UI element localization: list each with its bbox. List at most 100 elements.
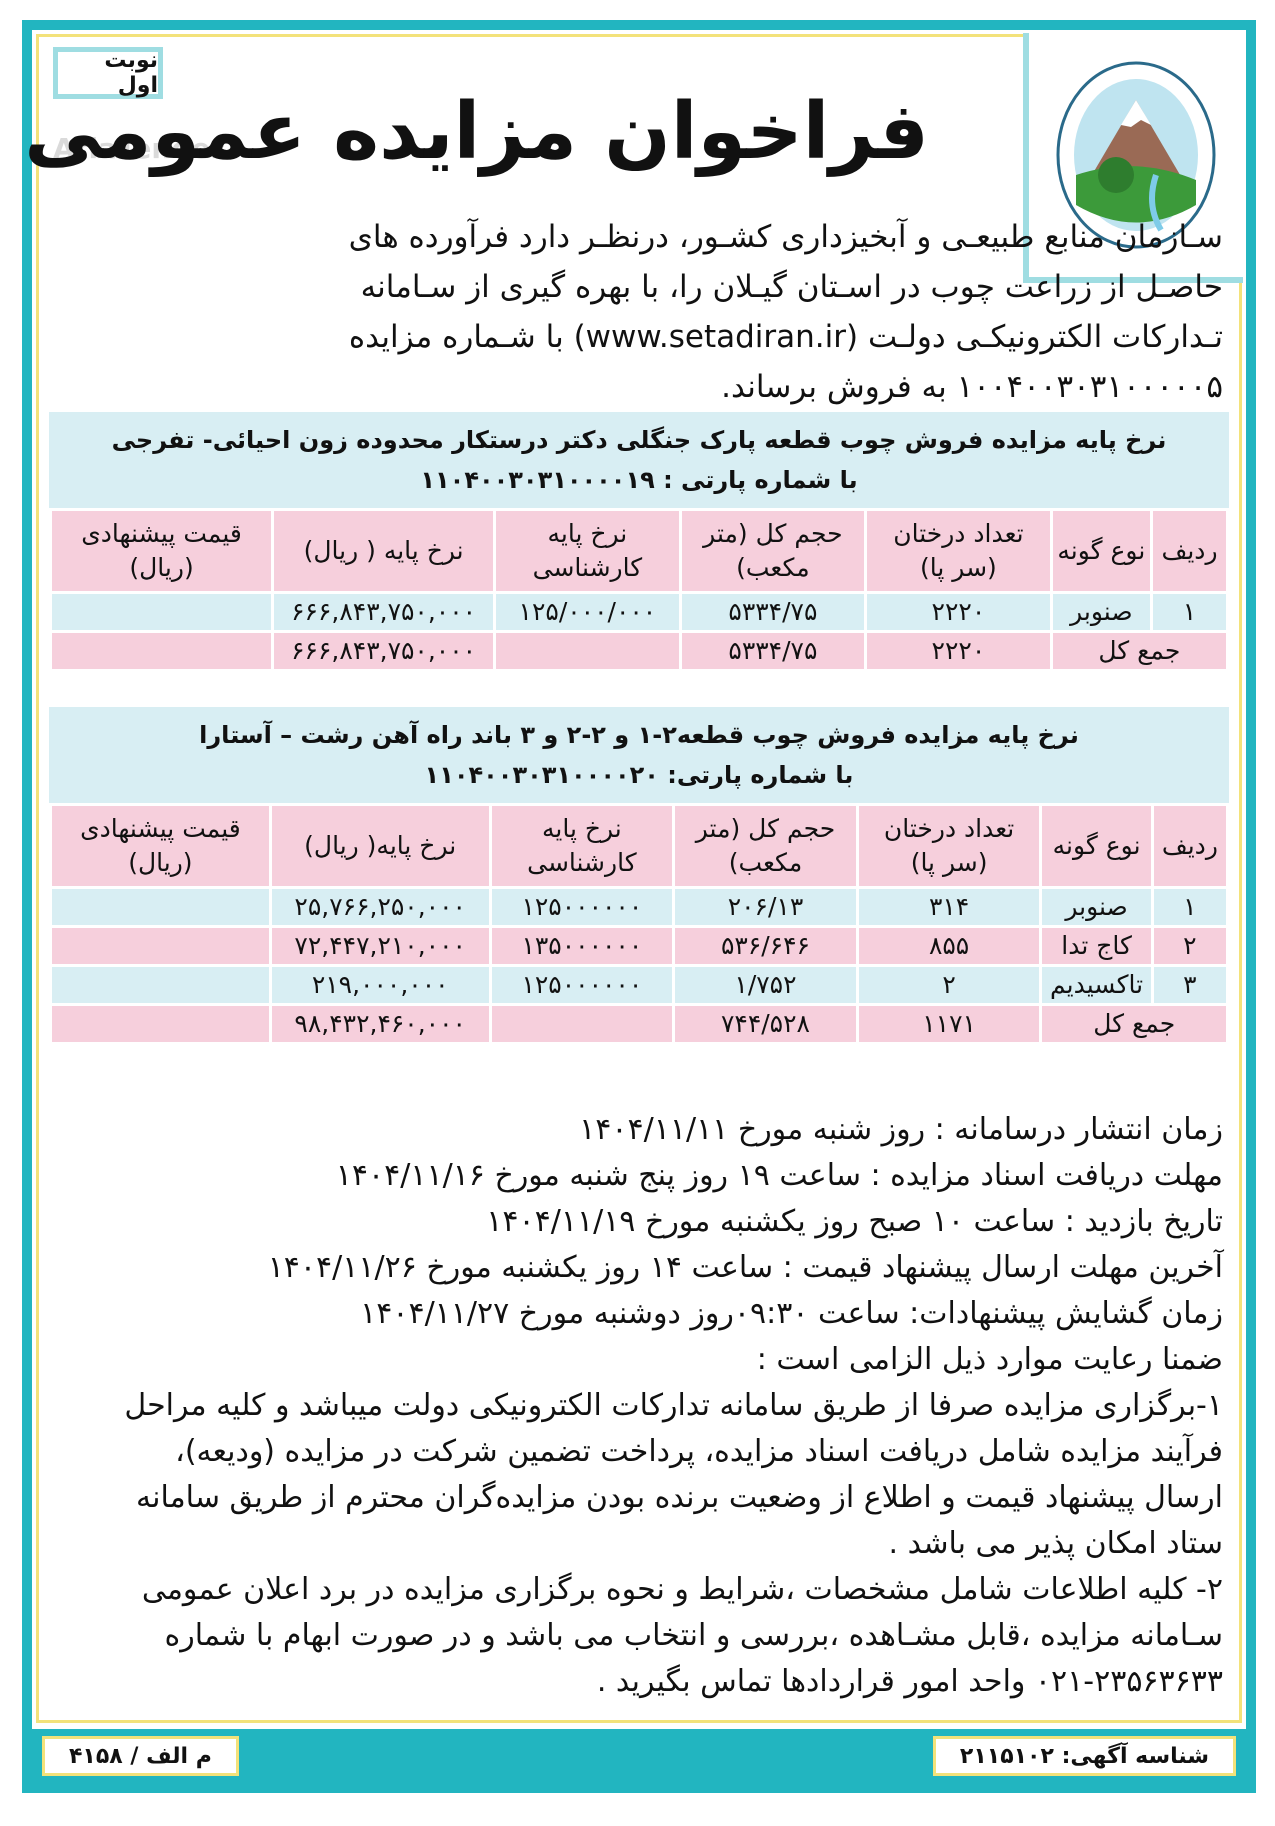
column-header: حجم کل (متر مکعب) [675,806,856,886]
info-line: تاریخ بازدید : ساعت ۱۰ صبح روز یکشنبه مو… [486,1204,1223,1239]
ad-id: شناسه آگهی: ۲۱۱۵۱۰۲ [932,1736,1236,1776]
cell: صنوبر [1052,594,1150,630]
cell: ۱۳۵۰۰۰۰۰۰ [491,928,673,964]
info-line: ارسال پیشنهاد قیمت و اطلاع از وضعیت برند… [136,1480,1223,1515]
total-volume: ۵۳۳۴/۷۵ [681,633,865,669]
info-line: آخرین مهلت ارسال پیشنهاد قیمت : ساعت ۱۴ … [267,1250,1223,1285]
cell [491,1006,673,1042]
schedule-and-terms: زمان انتشار درسامانه : روز شنبه مورخ ۱۴۰… [28,1107,1223,1705]
table-header-row: ردیف نوع گونه تعداد درختان (سر پا) حجم ک… [52,806,1226,886]
table-row: ۲ کاج تدا ۸۵۵ ۵۳۶/۶۴۶ ۱۳۵۰۰۰۰۰۰ ۷۲,۴۴۷,۲… [52,928,1226,964]
cell: ۲ [1153,928,1226,964]
column-header: نوع گونه [1042,806,1151,886]
cell: ۲۰۶/۱۳ [675,889,856,925]
info-line: ستاد امکان پذیر می باشد . [888,1526,1224,1561]
column-header: ردیف [1153,511,1226,591]
cell: تاکسیدیم [1042,967,1151,1003]
total-trees: ۱۱۷۱ [858,1006,1040,1042]
lot-table-1-heading: نرخ پایه مزایده فروش چوب قطعه پارک جنگلی… [49,412,1229,508]
table-row: ۳ تاکسیدیم ۲ ۱/۷۵۲ ۱۲۵۰۰۰۰۰۰ ۲۱۹,۰۰۰,۰۰۰ [52,967,1226,1003]
cell [496,633,679,669]
reference-code: م الف / ۴۱۵۸ [42,1736,239,1776]
cell [52,967,269,1003]
footer-band: م الف / ۴۱۵۸ شناسه آگهی: ۲۱۱۵۱۰۲ [32,1729,1246,1783]
cell: ۲۱۹,۰۰۰,۰۰۰ [271,967,489,1003]
cell [52,889,269,925]
cell [52,928,269,964]
column-header: قیمت پیشنهادی (ریال) [52,511,272,591]
cell: ۵۳۶/۶۴۶ [675,928,856,964]
column-header: تعداد درختان (سر پا) [867,511,1050,591]
total-base-price: ۹۸,۴۳۲,۴۶۰,۰۰۰ [271,1006,489,1042]
table-header-row: ردیف نوع گونه تعداد درختان (سر پا) حجم ک… [52,511,1226,591]
info-line: زمان انتشار درسامانه : روز شنبه مورخ ۱۴۰… [579,1112,1223,1147]
lot-table-2-title: نرخ پایه مزایده فروش چوب قطعه۲-۱ و ۲-۲ و… [199,721,1079,749]
advertisement-body: نوبت اول AriaTender فراخوان مزایده عمومی… [24,33,1243,1723]
intro-line: ۱۰۰۴۰۰۳۰۳۱۰۰۰۰۰۵ به فروش برساند. [721,369,1223,405]
info-line: ضمنا رعایت موارد ذیل الزامی است : [756,1342,1223,1377]
cell: ۲۵,۷۶۶,۲۵۰,۰۰۰ [271,889,489,925]
lot-table-2-subtitle: با شماره پارتی: ۱۱۰۴۰۰۳۰۳۱۰۰۰۰۲۰ [424,761,854,789]
lot-table-2-grid: ردیف نوع گونه تعداد درختان (سر پا) حجم ک… [49,803,1229,1045]
column-header: ردیف [1153,806,1226,886]
intro-line: تـدارکات الکترونیکـی دولـت (www.setadira… [348,319,1223,355]
info-line: فرآیند مزایده شامل دریافت اسناد مزایده، … [175,1434,1223,1469]
cell: ۸۵۵ [858,928,1040,964]
lot-table-1-title: نرخ پایه مزایده فروش چوب قطعه پارک جنگلی… [111,426,1167,454]
info-line: ۰۲۱-۲۳۵۶۳۶۳۳ واحد امور قراردادها تماس بگ… [596,1664,1223,1699]
cell: ۳ [1153,967,1226,1003]
table-row: ۱ صنوبر ۲۲۲۰ ۵۳۳۴/۷۵ ۱۲۵/۰۰۰/۰۰۰ ۶۶۶,۸۴۳… [52,594,1226,630]
column-header: نرخ پایه( ریال) [271,806,489,886]
total-label: جمع کل [1052,633,1226,669]
edition-badge: نوبت اول [53,47,163,99]
lot-table-1-grid: ردیف نوع گونه تعداد درختان (سر پا) حجم ک… [49,508,1229,672]
total-base-price: ۶۶۶,۸۴۳,۷۵۰,۰۰۰ [274,633,494,669]
cell: ۷۲,۴۴۷,۲۱۰,۰۰۰ [271,928,489,964]
column-header: حجم کل (متر مکعب) [681,511,865,591]
column-header: قیمت پیشنهادی (ریال) [52,806,269,886]
info-line: زمان گشایش پیشنهادات: ساعت ۰۹:۳۰روز دوشن… [360,1296,1223,1331]
cell: صنوبر [1042,889,1151,925]
intro-line: سـازمان منابع طبیعـی و آبخیزداری کشـور، … [348,219,1223,255]
info-line: سـامانه مزایده ،قابل مشـاهده ،بررسی و ان… [164,1618,1223,1653]
info-line: ۱-برگزاری مزایده صرفا از طریق سامانه تدا… [124,1388,1223,1423]
cell: ۶۶۶,۸۴۳,۷۵۰,۰۰۰ [274,594,494,630]
lot-table-2: نرخ پایه مزایده فروش چوب قطعه۲-۱ و ۲-۲ و… [49,707,1229,1045]
cell: ۱۲۵۰۰۰۰۰۰ [491,967,673,1003]
intro-paragraph: سـازمان منابع طبیعـی و آبخیزداری کشـور، … [33,212,1223,412]
column-header: نرخ پایه ( ریال) [274,511,494,591]
cell: ۱ [1153,889,1226,925]
forest-organization-logo-icon [1056,61,1216,249]
column-header: تعداد درختان (سر پا) [858,806,1040,886]
cell: ۱۲۵/۰۰۰/۰۰۰ [496,594,679,630]
cell [52,1006,269,1042]
cell: ۲۲۲۰ [867,594,1050,630]
cell: ۲ [858,967,1040,1003]
info-line: ۲- کلیه اطلاعات شامل مشخصات ،شرایط و نحو… [141,1572,1223,1607]
cell: ۱۲۵۰۰۰۰۰۰ [491,889,673,925]
watermark: AriaTender [53,132,225,165]
column-header: نرخ پایه کارشناسی [496,511,679,591]
cell [52,594,272,630]
lot-table-1: نرخ پایه مزایده فروش چوب قطعه پارک جنگلی… [49,412,1229,672]
info-line: مهلت دریافت اسناد مزایده : ساعت ۱۹ روز پ… [335,1158,1223,1193]
cell: ۱ [1153,594,1226,630]
total-trees: ۲۲۲۰ [867,633,1050,669]
lot-table-2-heading: نرخ پایه مزایده فروش چوب قطعه۲-۱ و ۲-۲ و… [49,707,1229,803]
cell: ۵۳۳۴/۷۵ [681,594,865,630]
column-header: نرخ پایه کارشناسی [491,806,673,886]
cell: ۱/۷۵۲ [675,967,856,1003]
organization-logo [1023,33,1243,283]
lot-table-1-subtitle: با شماره پارتی : ۱۱۰۴۰۰۳۰۳۱۰۰۰۰۱۹ [420,466,858,494]
advertisement-frame: نوبت اول AriaTender فراخوان مزایده عمومی… [22,20,1256,1793]
intro-line: حاصـل از زراعت چوب در اسـتان گیـلان را، … [360,269,1223,305]
cell: کاج تدا [1042,928,1151,964]
total-label: جمع کل [1042,1006,1226,1042]
total-volume: ۷۴۴/۵۲۸ [675,1006,856,1042]
column-header: نوع گونه [1052,511,1150,591]
cell: ۳۱۴ [858,889,1040,925]
page-title: فراخوان مزایده عمومی [24,87,930,177]
cell [52,633,272,669]
total-row: جمع کل ۲۲۲۰ ۵۳۳۴/۷۵ ۶۶۶,۸۴۳,۷۵۰,۰۰۰ [52,633,1226,669]
total-row: جمع کل ۱۱۷۱ ۷۴۴/۵۲۸ ۹۸,۴۳۲,۴۶۰,۰۰۰ [52,1006,1226,1042]
